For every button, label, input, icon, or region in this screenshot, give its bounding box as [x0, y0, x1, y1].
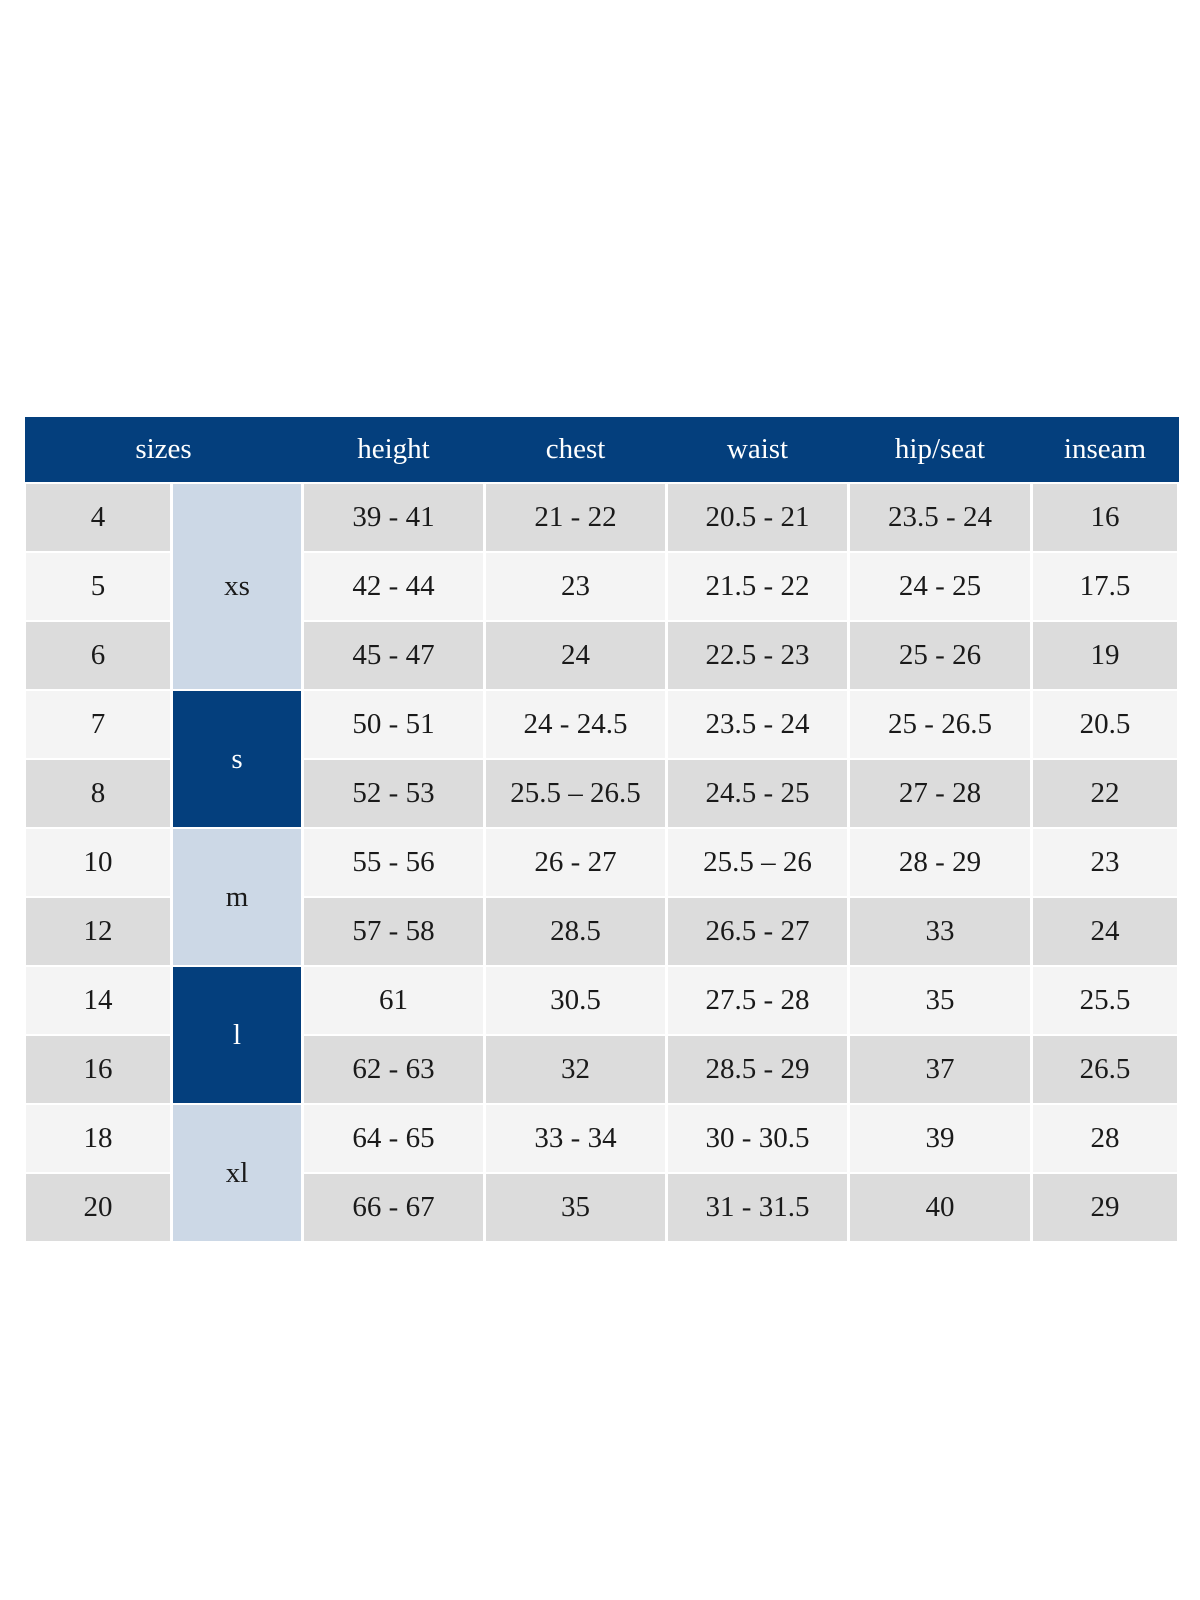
size-cell: 16 — [23, 1034, 173, 1105]
hip-seat-cell: 39 — [847, 1103, 1033, 1174]
group-cell-s: s — [170, 689, 304, 829]
hip-seat-cell: 27 - 28 — [847, 758, 1033, 829]
table-row-size-6: 6 45 - 47 24 22.5 - 23 25 - 26 19 — [23, 620, 1180, 691]
height-cell: 42 - 44 — [301, 551, 486, 622]
hip-seat-cell: 25 - 26 — [847, 620, 1033, 691]
height-cell: 64 - 65 — [301, 1103, 486, 1174]
table-row-size-4: 4 xs 39 - 41 21 - 22 20.5 - 21 23.5 - 24… — [23, 482, 1180, 691]
group-cell-xl: xl — [170, 1103, 304, 1243]
table-row-size-16: 16 62 - 63 32 28.5 - 29 37 26.5 — [23, 1034, 1180, 1105]
inseam-cell: 16 — [1030, 482, 1180, 553]
size-cell: 5 — [23, 551, 173, 622]
header-cell-waist: waist — [666, 417, 849, 483]
size-chart-table: sizes height chest waist hip/seat inseam… — [23, 417, 1180, 1243]
size-cell: 6 — [23, 620, 173, 691]
hip-seat-cell: 40 — [847, 1172, 1033, 1243]
hip-seat-cell: 37 — [847, 1034, 1033, 1105]
waist-cell: 30 - 30.5 — [665, 1103, 850, 1174]
chest-cell: 21 - 22 — [483, 482, 668, 553]
height-cell: 62 - 63 — [301, 1034, 486, 1105]
header-cell-hip-seat: hip/seat — [848, 417, 1032, 483]
header-row: sizes height chest waist hip/seat inseam — [24, 417, 1179, 483]
hip-seat-cell: 35 — [847, 965, 1033, 1036]
group-cell-l: l — [170, 965, 304, 1105]
size-cell: 4 — [23, 482, 173, 553]
height-cell: 55 - 56 — [301, 827, 486, 898]
inseam-cell: 22 — [1030, 758, 1180, 829]
header-cell-chest: chest — [484, 417, 667, 483]
height-cell: 45 - 47 — [301, 620, 486, 691]
table-row-size-8: 8 52 - 53 25.5 – 26.5 24.5 - 25 27 - 28 … — [23, 758, 1180, 829]
waist-cell: 26.5 - 27 — [665, 896, 850, 967]
height-cell: 52 - 53 — [301, 758, 486, 829]
waist-cell: 25.5 – 26 — [665, 827, 850, 898]
height-cell: 39 - 41 — [301, 482, 486, 553]
table-row-size-18: 18 xl 64 - 65 33 - 34 30 - 30.5 39 28 — [23, 1103, 1180, 1243]
header-cell-height: height — [302, 417, 485, 483]
chest-cell: 23 — [483, 551, 668, 622]
height-cell: 57 - 58 — [301, 896, 486, 967]
header-cell-sizes: sizes — [24, 417, 303, 483]
chest-cell: 35 — [483, 1172, 668, 1243]
size-cell: 10 — [23, 827, 173, 898]
height-cell: 50 - 51 — [301, 689, 486, 760]
chest-cell: 28.5 — [483, 896, 668, 967]
inseam-cell: 25.5 — [1030, 965, 1180, 1036]
hip-seat-cell: 33 — [847, 896, 1033, 967]
chest-cell: 24 — [483, 620, 668, 691]
size-cell: 12 — [23, 896, 173, 967]
size-cell: 8 — [23, 758, 173, 829]
inseam-cell: 29 — [1030, 1172, 1180, 1243]
inseam-cell: 26.5 — [1030, 1034, 1180, 1105]
inseam-cell: 19 — [1030, 620, 1180, 691]
waist-cell: 31 - 31.5 — [665, 1172, 850, 1243]
waist-cell: 22.5 - 23 — [665, 620, 850, 691]
waist-cell: 24.5 - 25 — [665, 758, 850, 829]
group-cell-m: m — [170, 827, 304, 967]
hip-seat-cell: 24 - 25 — [847, 551, 1033, 622]
table-row-size-20: 20 66 - 67 35 31 - 31.5 40 29 — [23, 1172, 1180, 1243]
height-cell: 61 — [301, 965, 486, 1036]
inseam-cell: 23 — [1030, 827, 1180, 898]
chest-cell: 32 — [483, 1034, 668, 1105]
size-cell: 20 — [23, 1172, 173, 1243]
waist-cell: 20.5 - 21 — [665, 482, 850, 553]
inseam-cell: 17.5 — [1030, 551, 1180, 622]
table-row-size-5: 5 42 - 44 23 21.5 - 22 24 - 25 17.5 — [23, 551, 1180, 622]
chest-cell: 25.5 – 26.5 — [483, 758, 668, 829]
chest-cell: 24 - 24.5 — [483, 689, 668, 760]
hip-seat-cell: 23.5 - 24 — [847, 482, 1033, 553]
table-row-size-7: 7 s 50 - 51 24 - 24.5 23.5 - 24 25 - 26.… — [23, 689, 1180, 829]
chest-cell: 30.5 — [483, 965, 668, 1036]
waist-cell: 21.5 - 22 — [665, 551, 850, 622]
group-cell-xs: xs — [170, 482, 304, 691]
height-cell: 66 - 67 — [301, 1172, 486, 1243]
waist-cell: 28.5 - 29 — [665, 1034, 850, 1105]
table-row-size-12: 12 57 - 58 28.5 26.5 - 27 33 24 — [23, 896, 1180, 967]
inseam-cell: 20.5 — [1030, 689, 1180, 760]
waist-cell: 27.5 - 28 — [665, 965, 850, 1036]
inseam-cell: 24 — [1030, 896, 1180, 967]
table-row-size-14: 14 l 61 30.5 27.5 - 28 35 25.5 — [23, 965, 1180, 1105]
header-cell-inseam: inseam — [1031, 417, 1179, 483]
size-cell: 14 — [23, 965, 173, 1036]
hip-seat-cell: 28 - 29 — [847, 827, 1033, 898]
hip-seat-cell: 25 - 26.5 — [847, 689, 1033, 760]
chest-cell: 26 - 27 — [483, 827, 668, 898]
waist-cell: 23.5 - 24 — [665, 689, 850, 760]
size-cell: 18 — [23, 1103, 173, 1174]
size-cell: 7 — [23, 689, 173, 760]
chest-cell: 33 - 34 — [483, 1103, 668, 1174]
inseam-cell: 28 — [1030, 1103, 1180, 1174]
table-row-size-10: 10 m 55 - 56 26 - 27 25.5 – 26 28 - 29 2… — [23, 827, 1180, 967]
